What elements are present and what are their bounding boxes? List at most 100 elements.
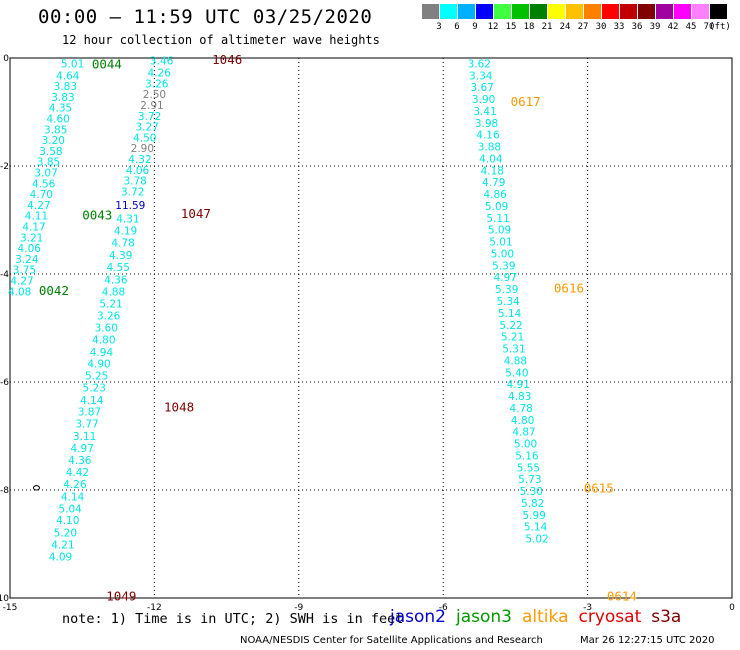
wave-height-value: 3.21 <box>20 232 43 244</box>
legend-label: 33 <box>613 22 625 32</box>
legend-swatch <box>440 4 457 19</box>
legend-swatch <box>512 4 529 19</box>
wave-height-value: 2.90 <box>131 143 154 155</box>
x-tick-label: -12 <box>147 603 162 613</box>
wave-height-value: 4.88 <box>504 355 527 367</box>
wave-height-value: 5.34 <box>496 296 520 308</box>
wave-height-value: 3.60 <box>95 322 118 334</box>
wave-height-value: 4.27 <box>27 200 50 212</box>
wave-height-value: 4.94 <box>90 347 114 359</box>
generated-timestamp: Mar 26 12:27:15 UTC 2020 <box>580 635 715 646</box>
wave-height-value: 5.22 <box>499 320 522 332</box>
legend-label: 9 <box>472 22 478 32</box>
legend-swatch <box>584 4 601 19</box>
pass-time-tag: 0615 <box>584 480 614 495</box>
x-tick-label: -3 <box>583 603 592 613</box>
wave-height-value: 3.75 <box>13 265 36 277</box>
x-tick-label: -6 <box>439 603 448 613</box>
satellite-legend: jason2 jason3 altika cryosat s3a <box>390 607 691 627</box>
wave-height-value: 3.85 <box>37 157 60 169</box>
note-text: note: 1) Time is in UTC; 2) SWH is in fe… <box>62 611 404 627</box>
legend-swatch <box>458 4 475 19</box>
wave-height-value: 5.09 <box>485 201 508 213</box>
wave-height-value: 3.83 <box>51 92 74 104</box>
wave-height-value: 4.55 <box>107 262 130 274</box>
wave-height-value: 4.88 <box>102 286 125 298</box>
wave-height-value: 3.98 <box>475 118 498 130</box>
legend-label: 18 <box>523 22 535 32</box>
satellite-jason3: jason3 <box>456 607 512 627</box>
wave-height-value: 5.55 <box>517 462 540 474</box>
legend-label: 70 <box>703 22 715 32</box>
wave-height-value: 4.27 <box>10 275 33 287</box>
wave-height-value: 4.21 <box>51 540 74 552</box>
legend-swatch <box>620 4 637 19</box>
x-tick-label: 0 <box>729 603 735 613</box>
y-tick-label: -10 <box>0 594 9 604</box>
wave-height-value: 4.08 <box>8 286 31 298</box>
wave-height-value: 5.01 <box>61 58 84 70</box>
wave-height-value: 5.73 <box>518 474 541 486</box>
wave-height-value: 5.11 <box>486 213 509 225</box>
x-tick-label: -15 <box>3 603 18 613</box>
legend-swatch <box>548 4 565 19</box>
legend-unit: (ft) <box>709 22 731 32</box>
pass-time-tag: 1048 <box>164 399 194 414</box>
wave-height-value: 4.06 <box>18 243 42 255</box>
chart-title: 00:00 — 11:59 UTC 03/25/2020 <box>38 6 373 28</box>
wave-height-value: 4.14 <box>80 395 104 407</box>
legend-swatch <box>656 4 673 19</box>
wave-height-value: 3.11 <box>73 431 96 443</box>
legend-swatch <box>638 4 655 19</box>
legend-label: 15 <box>505 22 517 32</box>
land-marker <box>32 485 40 491</box>
legend-swatch <box>674 4 691 19</box>
satellite-jason2: jason2 <box>390 607 446 627</box>
legend-label: 45 <box>685 22 697 32</box>
legend-label: 36 <box>631 22 643 32</box>
pass-time-tag: 1047 <box>181 206 211 221</box>
wave-height-value: 4.06 <box>126 165 150 177</box>
legend-swatch <box>422 4 439 19</box>
wave-height-value: 4.78 <box>509 403 532 415</box>
legend-swatch <box>494 4 511 19</box>
wave-height-value: 5.30 <box>520 486 543 498</box>
map-frame <box>9 57 733 599</box>
wave-height-value: 5.14 <box>524 522 548 534</box>
wave-height-value: 4.18 <box>481 165 504 177</box>
wave-height-value: 3.41 <box>473 106 496 118</box>
legend-label: 6 <box>454 22 460 32</box>
wave-height-value: 4.80 <box>511 415 534 427</box>
wave-height-value: 4.32 <box>128 154 151 166</box>
wave-height-value: 3.90 <box>472 94 495 106</box>
legend-label: 27 <box>577 22 589 32</box>
wave-height-value: 4.86 <box>483 189 507 201</box>
wave-height-value: 4.97 <box>494 272 517 284</box>
wave-height-value: 5.39 <box>492 260 515 272</box>
wave-height-value: 4.56 <box>32 178 56 190</box>
wave-height-value: 3.26 <box>97 311 121 323</box>
wave-height-value: 4.14 <box>61 491 85 503</box>
wave-height-value: 5.25 <box>85 371 108 383</box>
satellite-s3a: s3a <box>651 607 682 627</box>
y-tick-label: -2 <box>0 162 9 172</box>
legend-swatch <box>530 4 547 19</box>
pass-time-tag: 0614 <box>607 588 637 603</box>
legend-label: 21 <box>541 22 553 32</box>
wave-height-value: 11.59 <box>115 200 145 212</box>
wave-height-value: 5.40 <box>505 367 528 379</box>
wave-height-value: 4.36 <box>68 455 92 467</box>
wave-height-value: 4.26 <box>148 68 172 80</box>
wave-height-value: 2.91 <box>140 100 163 112</box>
pass-time-tag: 0044 <box>92 56 122 71</box>
pass-time-tag: 0043 <box>82 208 112 223</box>
wave-height-value: 4.83 <box>508 391 531 403</box>
legend-label: 39 <box>649 22 661 32</box>
wave-height-value: 3.67 <box>470 82 493 94</box>
wave-height-value: 5.00 <box>514 439 537 451</box>
wave-height-value: 4.39 <box>109 250 132 262</box>
wave-height-value: 3.87 <box>78 407 101 419</box>
wave-height-value: 5.09 <box>488 225 511 237</box>
x-tick-label: -9 <box>294 603 303 613</box>
wave-height-value: 3.20 <box>42 135 65 147</box>
